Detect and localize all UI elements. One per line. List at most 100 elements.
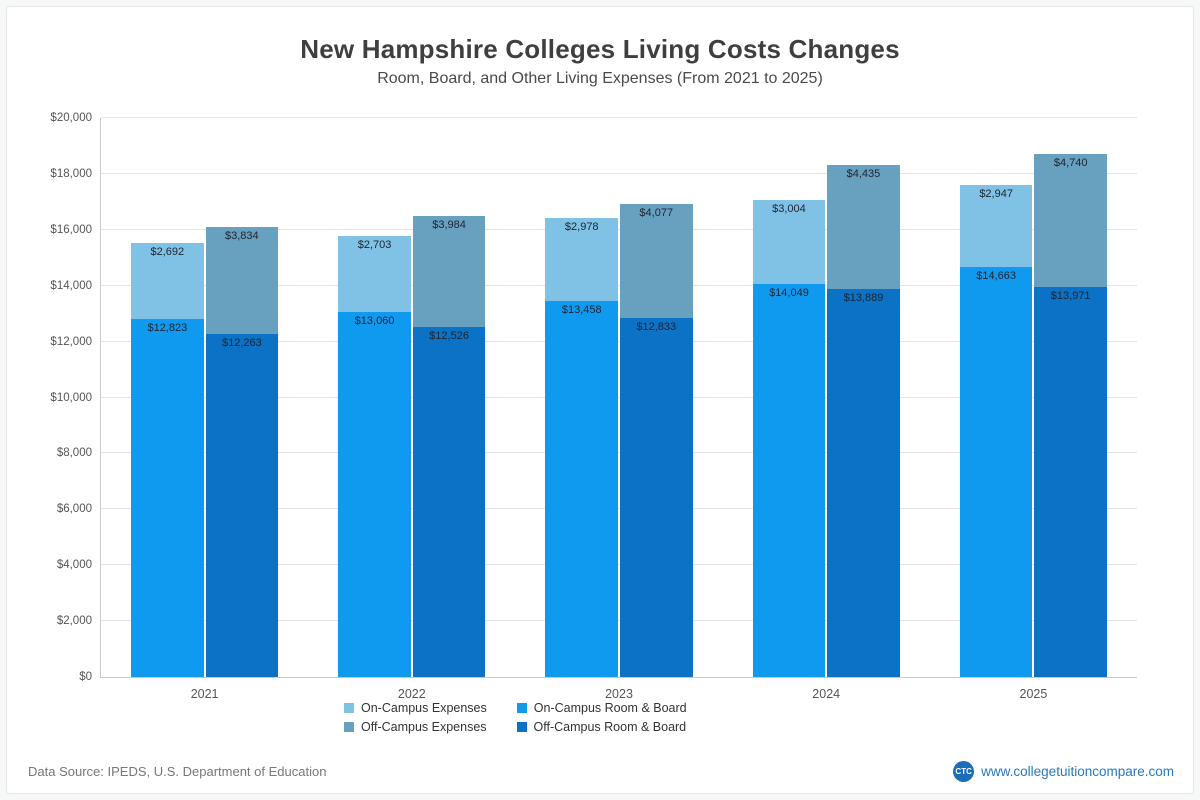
segment-on-campus-room-board-2023[interactable]: $13,458 <box>545 300 618 677</box>
segment-off-campus-expenses-2022[interactable]: $3,984 <box>412 215 486 327</box>
segment-off-campus-room-board-2022[interactable]: $12,526 <box>412 326 486 677</box>
brand-site-text[interactable]: www.collegetuitioncompare.com <box>981 764 1174 779</box>
segment-off-campus-expenses-2023[interactable]: $4,077 <box>620 204 693 319</box>
segment-value-label: $13,060 <box>354 314 395 327</box>
segment-on-campus-room-board-2021[interactable]: $12,823 <box>131 318 204 677</box>
on-campus-bar-2025: $14,663 $2,947 <box>959 118 1033 677</box>
segment-value-label: $12,526 <box>429 329 469 342</box>
y-axis-tick: $2,000 <box>56 615 92 628</box>
legend-label: On-Campus Expenses <box>361 701 487 715</box>
chart-title: New Hampshire Colleges Living Costs Chan… <box>300 34 900 64</box>
gridline <box>101 284 1137 286</box>
segment-value-label: $3,834 <box>225 230 259 243</box>
y-axis-tick: $20,000 <box>50 112 92 124</box>
gridline <box>101 452 1137 454</box>
gridline <box>101 620 1137 622</box>
y-axis-tick: $0 <box>79 671 92 683</box>
on-campus-bar-2022: $13,060 $2,703 <box>338 118 411 677</box>
y-axis-tick: $12,000 <box>50 335 92 348</box>
segment-off-campus-room-board-2024[interactable]: $13,889 <box>827 288 900 677</box>
y-axis-tick: $8,000 <box>56 447 92 460</box>
segment-value-label: $4,740 <box>1053 157 1088 170</box>
segment-value-label: $4,435 <box>846 167 881 180</box>
segment-on-campus-expenses-2021[interactable]: $2,692 <box>131 243 204 319</box>
off-campus-bar-2023: $12,833 $4,077 <box>620 118 693 677</box>
segment-value-label: $13,458 <box>561 303 602 316</box>
segment-on-campus-expenses-2024[interactable]: $3,004 <box>752 200 826 285</box>
gridline <box>101 228 1137 230</box>
segment-off-campus-room-board-2025[interactable]: $13,971 <box>1034 286 1107 677</box>
legend-swatch <box>516 722 527 732</box>
chart-subtitle: Room, Board, and Other Living Expenses (… <box>377 70 823 87</box>
bar-groups: $12,823 $2,692 $12,263 $3,834 2021 $13,060 $2,… <box>101 118 1137 701</box>
bar-group-2023: $13,458 $2,978 $12,833 $4,077 2023 <box>515 118 722 701</box>
segment-value-label: $3,984 <box>432 218 466 231</box>
on-campus-bar-2023: $13,458 $2,978 <box>545 118 618 677</box>
segment-value-label: $13,971 <box>1050 289 1091 302</box>
segment-value-label: $2,978 <box>564 220 599 233</box>
segment-value-label: $2,703 <box>357 239 392 252</box>
bar-group-2024: $14,049 $3,004 $13,889 $4,435 2024 <box>723 118 930 701</box>
legend-swatch <box>344 722 354 732</box>
segment-off-campus-room-board-2023[interactable]: $12,833 <box>620 318 693 677</box>
brand-link[interactable]: CTC www.collegetuitioncompare.com <box>953 761 1174 782</box>
y-axis-tick: $4,000 <box>56 559 92 572</box>
segment-value-label: $3,004 <box>772 203 806 216</box>
legend-item-off-campus-room-board[interactable]: Off-Campus Room & Board <box>516 720 686 734</box>
segment-on-campus-room-board-2025[interactable]: $14,663 <box>959 267 1033 677</box>
gridline <box>101 396 1137 398</box>
segment-off-campus-room-board-2021[interactable]: $12,263 <box>205 334 279 677</box>
x-axis-tick-2022: 2022 <box>397 687 426 701</box>
legend-item-on-campus-expenses[interactable]: On-Campus Expenses <box>344 701 487 715</box>
bar-group-2022: $13,060 $2,703 $12,526 $3,984 2022 <box>308 118 515 701</box>
x-axis-tick-2024: 2024 <box>812 687 841 701</box>
x-axis-tick-2023: 2023 <box>605 687 633 701</box>
segment-value-label: $13,889 <box>843 291 884 304</box>
segment-on-campus-expenses-2025[interactable]: $2,947 <box>959 184 1033 268</box>
segment-value-label: $2,692 <box>150 246 185 259</box>
segment-on-campus-expenses-2023[interactable]: $2,978 <box>545 217 618 301</box>
y-axis-tick: $6,000 <box>56 503 92 516</box>
segment-value-label: $2,947 <box>979 187 1013 200</box>
segment-value-label: $4,077 <box>639 207 674 220</box>
segment-on-campus-room-board-2022[interactable]: $13,060 <box>338 311 411 677</box>
segment-off-campus-expenses-2024[interactable]: $4,435 <box>827 164 900 289</box>
segment-value-label: $12,263 <box>221 337 262 350</box>
legend-label: On-Campus Room & Board <box>533 701 687 715</box>
off-campus-bar-2025: $13,971 $4,740 <box>1034 118 1107 677</box>
segment-on-campus-expenses-2022[interactable]: $2,703 <box>338 236 411 312</box>
legend: On-Campus Expenses On-Campus Room & Board… <box>344 701 856 734</box>
gridline <box>101 508 1137 510</box>
segment-value-label: $12,823 <box>147 321 188 334</box>
legend-swatch <box>344 703 354 713</box>
segment-value-label: $14,049 <box>769 287 809 300</box>
footer: Data Source: IPEDS, U.S. Department of E… <box>28 761 1174 782</box>
on-campus-bar-2021: $12,823 $2,692 <box>131 118 204 677</box>
legend-item-on-campus-room-board[interactable]: On-Campus Room & Board <box>516 701 687 715</box>
on-campus-bar-2024: $14,049 $3,004 <box>752 118 826 677</box>
legend-swatch <box>516 703 527 713</box>
y-axis-tick: $14,000 <box>50 279 92 292</box>
y-axis-tick: $18,000 <box>50 167 92 180</box>
segment-on-campus-room-board-2024[interactable]: $14,049 <box>752 284 826 677</box>
y-axis-tick: $16,000 <box>50 223 92 236</box>
off-campus-bar-2022: $12,526 $3,984 <box>412 118 486 677</box>
ctc-logo-icon[interactable]: CTC <box>953 761 975 782</box>
segment-value-label: $14,663 <box>976 270 1017 283</box>
segment-off-campus-expenses-2021[interactable]: $3,834 <box>205 227 279 335</box>
gridline <box>101 117 1137 118</box>
segment-value-label: $12,833 <box>636 321 677 334</box>
x-axis-tick-2021: 2021 <box>190 687 219 701</box>
bar-group-2021: $12,823 $2,692 $12,263 $3,834 2021 <box>101 118 308 701</box>
legend-item-off-campus-expenses[interactable]: Off-Campus Expenses <box>344 720 487 734</box>
x-axis-tick-2025: 2025 <box>1019 687 1048 701</box>
data-source: Data Source: IPEDS, U.S. Department of E… <box>28 764 327 779</box>
gridline <box>101 172 1137 174</box>
gridline <box>101 340 1137 342</box>
off-campus-bar-2024: $13,889 $4,435 <box>827 118 900 677</box>
segment-off-campus-expenses-2025[interactable]: $4,740 <box>1034 154 1107 287</box>
bar-group-2025: $14,663 $2,947 $13,971 $4,740 2025 <box>930 118 1137 701</box>
plot-area: $12,823 $2,692 $12,263 $3,834 2021 $13,060 $2,… <box>50 112 1137 701</box>
y-axis-tick: $10,000 <box>50 391 92 404</box>
gridline <box>101 564 1137 566</box>
